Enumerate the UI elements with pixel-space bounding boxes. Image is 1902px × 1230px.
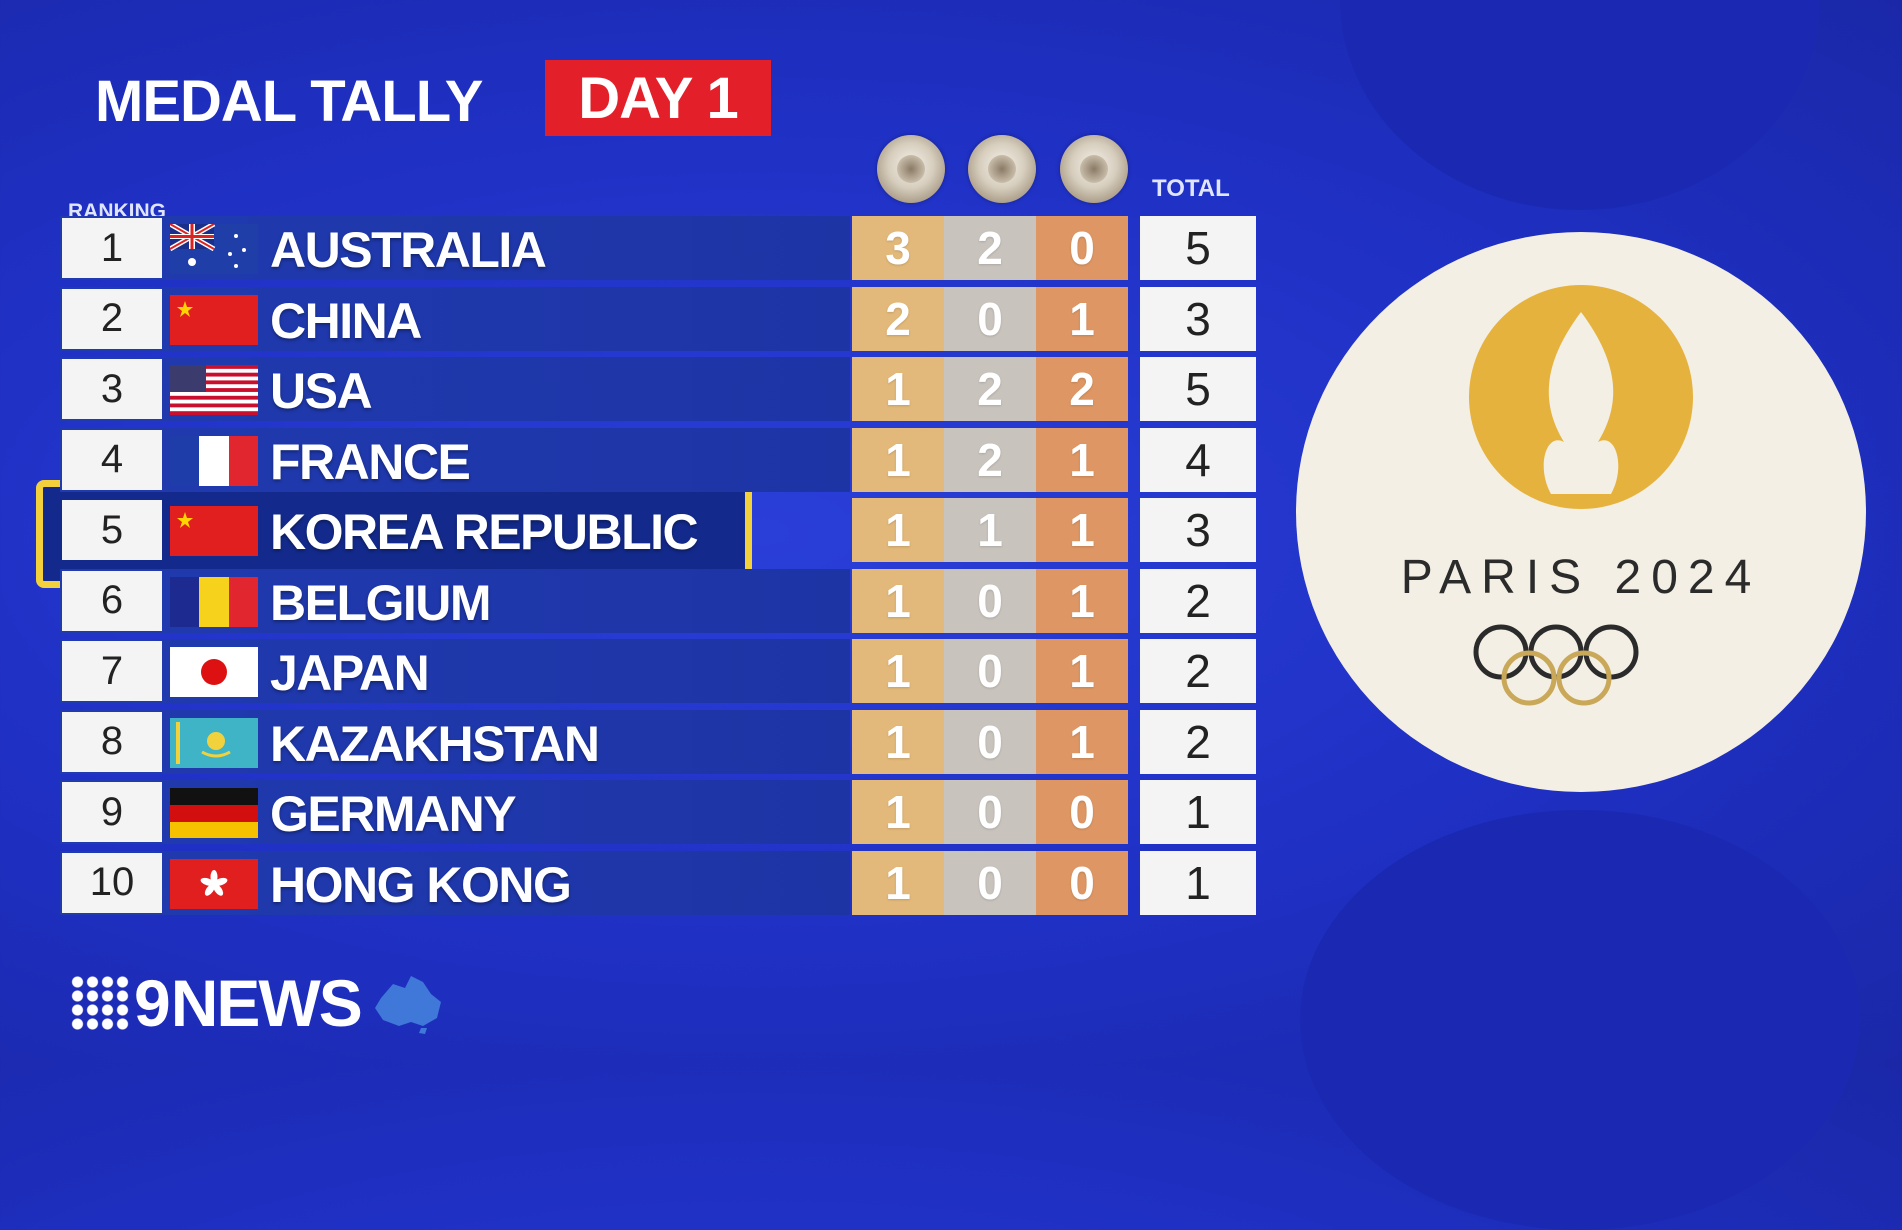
total-count: 3 [1140, 286, 1256, 351]
table-row: 2 CHINA 2 0 1 3 [0, 286, 1270, 351]
japan-flag [170, 647, 258, 697]
table-row: 5 KOREA REPUBLIC 1 1 1 3 [0, 498, 1270, 562]
rank-cell: 5 [62, 500, 162, 560]
bronze-count: 0 [1036, 216, 1128, 280]
country-name: AUSTRALIA [270, 222, 547, 278]
silver-count: 0 [944, 780, 1036, 844]
silver-count: 0 [944, 709, 1036, 774]
country-name: JAPAN [270, 645, 430, 701]
table-row: 10 HONG KONG 1 0 0 1 [0, 850, 1270, 915]
gold-count: 1 [852, 709, 944, 774]
rank-cell: 4 [62, 429, 162, 490]
bronze-count: 1 [1036, 286, 1128, 351]
decorative-circle-bottom [1300, 810, 1860, 1230]
rank-cell: 1 [62, 218, 162, 278]
country-name: BELGIUM [270, 574, 492, 631]
country-name: CHINA [270, 292, 422, 349]
silver-count: 0 [944, 568, 1036, 633]
paris-2024-logo [1296, 232, 1866, 792]
paris-2024-text: PARIS 2024 [1400, 551, 1762, 604]
australia-flag [170, 224, 258, 274]
nine-news-logo: 9 NEWS [70, 965, 445, 1041]
nine-numeral: 9 [134, 966, 171, 1040]
total-count: 2 [1140, 568, 1256, 633]
table-row: 6 BELGIUM 1 0 1 2 [0, 568, 1270, 633]
belgium-flag [170, 576, 258, 627]
table-row: 3 USA 1 2 2 5 [0, 357, 1270, 421]
table-row: 9 GERMANY 1 0 0 1 [0, 780, 1270, 844]
bronze-count: 1 [1036, 498, 1128, 562]
rank-cell: 3 [62, 359, 162, 419]
country-name: FRANCE [270, 433, 471, 490]
silver-count: 2 [944, 427, 1036, 492]
total-count: 1 [1140, 850, 1256, 915]
australia-map-icon [374, 976, 441, 1034]
silver-count: 0 [944, 286, 1036, 351]
gold-count: 1 [852, 850, 944, 915]
bronze-count: 1 [1036, 568, 1128, 633]
bronze-count: 0 [1036, 850, 1128, 915]
france-flag [170, 435, 258, 486]
rank-cell: 8 [62, 711, 162, 772]
total-count: 5 [1140, 357, 1256, 421]
silver-count: 0 [944, 639, 1036, 703]
table-row: 8 KAZAKHSTAN 1 0 1 2 [0, 709, 1270, 774]
country-name: USA [270, 363, 373, 419]
usa-flag [170, 365, 258, 415]
bronze-count: 1 [1036, 427, 1128, 492]
rank-cell: 2 [62, 288, 162, 349]
china-flag [170, 506, 258, 556]
nine-dots-icon [70, 975, 130, 1031]
gold-count: 1 [852, 639, 944, 703]
bronze-count: 2 [1036, 357, 1128, 421]
kazakhstan-flag [170, 717, 258, 768]
gold-count: 3 [852, 216, 944, 280]
silver-count: 0 [944, 850, 1036, 915]
page-title: MEDAL TALLY [95, 69, 483, 134]
table-row: 1 AUSTRALIA 3 2 0 5 [0, 216, 1270, 280]
total-count: 4 [1140, 427, 1256, 492]
country-name: GERMANY [270, 786, 517, 842]
country-name: HONG KONG [270, 856, 572, 913]
total-count: 5 [1140, 216, 1256, 280]
germany-flag [170, 788, 258, 838]
table-row: 7 JAPAN 1 0 1 2 [0, 639, 1270, 703]
gold-medal-icon [877, 135, 945, 203]
total-count: 1 [1140, 780, 1256, 844]
gold-count: 1 [852, 427, 944, 492]
rank-cell: 6 [62, 570, 162, 631]
total-column-label: TOTAL [1152, 175, 1230, 202]
silver-count: 1 [944, 498, 1036, 562]
bronze-count: 0 [1036, 780, 1128, 844]
rank-cell: 7 [62, 641, 162, 701]
bronze-count: 1 [1036, 709, 1128, 774]
gold-count: 1 [852, 780, 944, 844]
country-name: KOREA REPUBLIC [270, 504, 699, 560]
gold-count: 2 [852, 286, 944, 351]
gold-count: 1 [852, 498, 944, 562]
bronze-medal-icon [1060, 135, 1128, 203]
bronze-count: 1 [1036, 639, 1128, 703]
rank-cell: 9 [62, 782, 162, 842]
flame-emblem-icon [1469, 285, 1693, 706]
total-count: 3 [1140, 498, 1256, 562]
day-badge: DAY 1 [545, 60, 771, 136]
gold-count: 1 [852, 357, 944, 421]
silver-count: 2 [944, 357, 1036, 421]
decorative-circle-top [1340, 0, 1820, 210]
silver-medal-icon [968, 135, 1036, 203]
rank-cell: 10 [62, 852, 162, 913]
gold-count: 1 [852, 568, 944, 633]
hong-kong-flag [170, 858, 258, 909]
total-count: 2 [1140, 709, 1256, 774]
table-row: 4 FRANCE 1 2 1 4 [0, 427, 1270, 492]
china-flag [170, 294, 258, 345]
total-count: 2 [1140, 639, 1256, 703]
country-name: KAZAKHSTAN [270, 715, 600, 772]
silver-count: 2 [944, 216, 1036, 280]
news-wordmark: NEWS [170, 966, 363, 1040]
